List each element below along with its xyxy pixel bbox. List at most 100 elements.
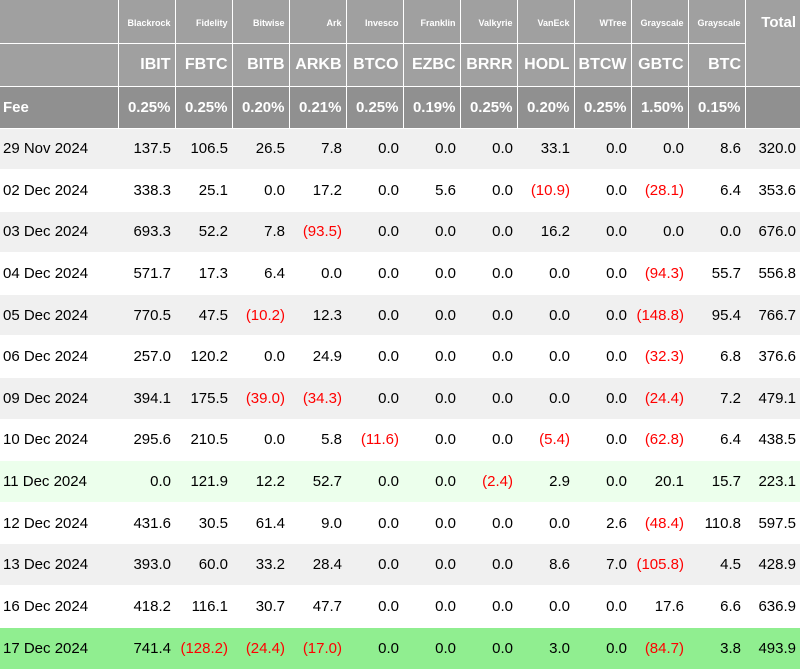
fee-label: Fee xyxy=(0,85,119,128)
flow-cell: 47.5 xyxy=(175,293,232,336)
date-cell: 03 Dec 2024 xyxy=(0,210,118,253)
flow-cell: 693.3 xyxy=(118,210,175,253)
flow-cell: 0.0 xyxy=(517,252,574,295)
total-cell: 676.0 xyxy=(745,210,800,253)
flow-cell: (128.2) xyxy=(175,626,232,669)
flow-cell: 394.1 xyxy=(118,377,175,420)
flow-cell: 0.0 xyxy=(403,210,460,253)
total-cell: 766.7 xyxy=(745,293,800,336)
fee-cell: 0.25% xyxy=(118,85,176,128)
flow-cell: (17.0) xyxy=(289,626,346,669)
flow-cell: 52.2 xyxy=(175,210,232,253)
fee-cell: 0.25% xyxy=(460,85,518,128)
flow-cell: 17.3 xyxy=(175,252,232,295)
flow-cell: 295.6 xyxy=(118,418,175,461)
ticker-header: BITB xyxy=(232,42,290,86)
flow-cell: 418.2 xyxy=(118,585,175,628)
total-cell: 223.1 xyxy=(745,460,800,503)
flow-cell: 17.6 xyxy=(631,585,688,628)
flow-cell: 0.0 xyxy=(460,335,517,378)
flow-cell: 0.0 xyxy=(574,585,631,628)
flow-cell: 0.0 xyxy=(346,460,403,503)
flow-cell: 12.3 xyxy=(289,293,346,336)
ticker-header: ARKB xyxy=(289,42,347,86)
fee-cell: 0.19% xyxy=(403,85,461,128)
table-header: Blackrock Fidelity Bitwise Ark Invesco Frankl… xyxy=(0,0,800,128)
flow-cell: 20.1 xyxy=(631,460,688,503)
flow-cell: 0.0 xyxy=(346,127,403,170)
flow-cell: (105.8) xyxy=(631,543,688,586)
flow-cell: 25.1 xyxy=(175,169,232,212)
flow-cell: 3.0 xyxy=(517,626,574,669)
flow-cell: (93.5) xyxy=(289,210,346,253)
flow-cell: 0.0 xyxy=(688,210,745,253)
flow-cell: 0.0 xyxy=(403,501,460,544)
flow-cell: 0.0 xyxy=(403,377,460,420)
flow-cell: (24.4) xyxy=(232,626,289,669)
table-row: 11 Dec 2024 0.0 121.9 12.2 52.7 0.0 0.0 (2.4) 2.… xyxy=(0,460,800,503)
flow-cell: 0.0 xyxy=(460,169,517,212)
fee-cell: 0.20% xyxy=(517,85,575,128)
ticker-header: HODL xyxy=(517,42,575,86)
flow-cell: 0.0 xyxy=(232,418,289,461)
flow-cell: 0.0 xyxy=(403,543,460,586)
flow-cell: 110.8 xyxy=(688,501,745,544)
flow-cell: (24.4) xyxy=(631,377,688,420)
flow-cell: 12.2 xyxy=(232,460,289,503)
date-cell: 16 Dec 2024 xyxy=(0,585,118,628)
flow-cell: 571.7 xyxy=(118,252,175,295)
flow-cell: 6.8 xyxy=(688,335,745,378)
table-body: 29 Nov 2024 137.5 106.5 26.5 7.8 0.0 0.0 0.0 33.… xyxy=(0,127,800,669)
issuer-header: Ark xyxy=(289,0,347,43)
issuer-row: Blackrock Fidelity Bitwise Ark Invesco Frankl… xyxy=(0,0,800,86)
total-cell: 597.5 xyxy=(745,501,800,544)
flow-cell: 0.0 xyxy=(574,293,631,336)
ticker-header: GBTC xyxy=(631,42,689,86)
flow-cell: (10.2) xyxy=(232,293,289,336)
flow-cell: 338.3 xyxy=(118,169,175,212)
flow-cell: (148.8) xyxy=(631,293,688,336)
total-cell: 376.6 xyxy=(745,335,800,378)
flow-cell: 0.0 xyxy=(289,252,346,295)
table-row: 16 Dec 2024 418.2 116.1 30.7 47.7 0.0 0.0 0.0 0.… xyxy=(0,585,800,628)
flow-cell: 0.0 xyxy=(460,585,517,628)
flow-cell: 0.0 xyxy=(460,210,517,253)
flow-cell: 0.0 xyxy=(346,501,403,544)
flow-cell: 116.1 xyxy=(175,585,232,628)
flow-cell: 5.8 xyxy=(289,418,346,461)
flow-cell: 4.5 xyxy=(688,543,745,586)
flow-cell: 0.0 xyxy=(574,169,631,212)
flow-cell: 0.0 xyxy=(517,293,574,336)
flow-cell: 6.4 xyxy=(232,252,289,295)
flow-cell: 2.9 xyxy=(517,460,574,503)
flow-cell: 0.0 xyxy=(403,293,460,336)
flow-cell: 0.0 xyxy=(631,210,688,253)
total-cell: 493.9 xyxy=(745,626,800,669)
issuer-header: Blackrock xyxy=(118,0,176,43)
flow-cell: 0.0 xyxy=(460,501,517,544)
flow-cell: 24.9 xyxy=(289,335,346,378)
issuer-header: Valkyrie xyxy=(460,0,518,43)
issuer-corner-cell xyxy=(0,0,119,43)
table-row: 17 Dec 2024 741.4 (128.2) (24.4) (17.0) 0.0 0.… xyxy=(0,626,800,669)
flow-cell: 9.0 xyxy=(289,501,346,544)
flow-cell: 95.4 xyxy=(688,293,745,336)
flow-cell: (5.4) xyxy=(517,418,574,461)
fee-total-cell xyxy=(745,85,800,128)
flow-cell: 0.0 xyxy=(574,252,631,295)
ticker-row: IBIT FBTC BITB ARKB BTCO EZBC BRRR HODL BTCW GBTC… xyxy=(0,42,800,86)
flow-cell: 0.0 xyxy=(460,127,517,170)
table-row: 09 Dec 2024 394.1 175.5 (39.0) (34.3) 0.0 0.0 0… xyxy=(0,377,800,420)
date-cell: 13 Dec 2024 xyxy=(0,543,118,586)
flow-cell: (62.8) xyxy=(631,418,688,461)
flow-cell: (48.4) xyxy=(631,501,688,544)
date-cell: 29 Nov 2024 xyxy=(0,127,118,170)
issuer-header: Bitwise xyxy=(232,0,290,43)
flow-cell: 0.0 xyxy=(346,335,403,378)
issuer-header: Grayscale xyxy=(631,0,689,43)
flow-cell: 6.6 xyxy=(688,585,745,628)
flow-cell: 0.0 xyxy=(403,127,460,170)
flow-cell: 257.0 xyxy=(118,335,175,378)
flow-cell: 0.0 xyxy=(346,377,403,420)
